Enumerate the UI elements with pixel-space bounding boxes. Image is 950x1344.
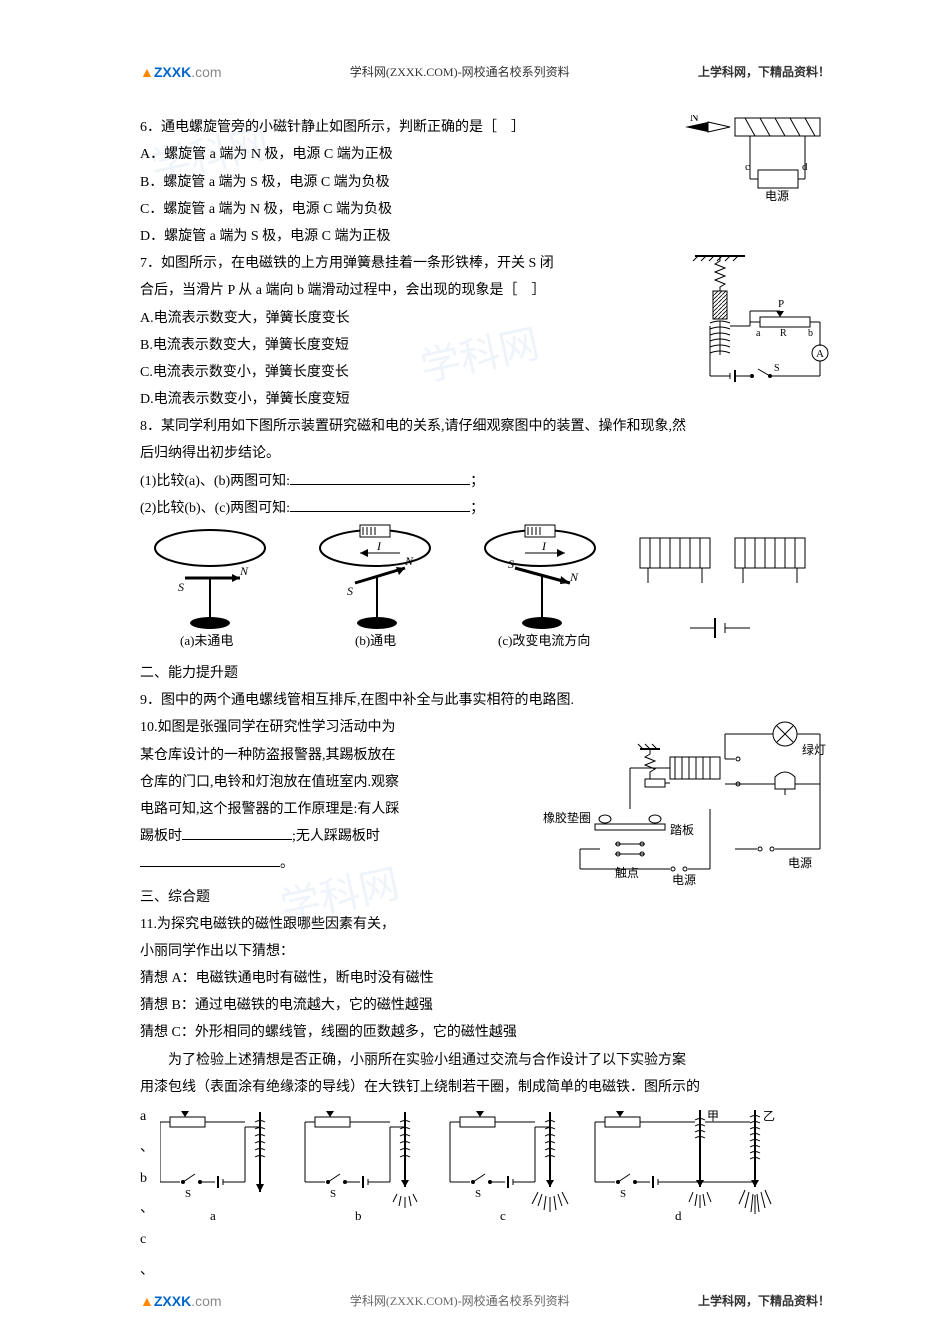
svg-text:S: S <box>475 1188 481 1200</box>
logo-mark: ▲ <box>140 1293 154 1309</box>
svg-text:绿灯: 绿灯 <box>802 742 826 757</box>
svg-text:S: S <box>178 580 184 594</box>
q8-stem-1: 8．某同学利用如下图所示装置研究磁和电的关系,请仔细观察图中的装置、操作和现象,… <box>140 414 830 439</box>
svg-text:甲: 甲 <box>707 1109 719 1123</box>
svg-text:c: c <box>500 1208 506 1223</box>
q6-figure: N a b c d 电源 <box>680 115 830 205</box>
header-center: 学科网(ZXXK.COM)-网校通名校系列资料 <box>350 62 570 84</box>
q10-l5b: ;无人踩踢板时 <box>292 829 380 844</box>
svg-text:−: − <box>353 523 359 526</box>
page-header: ▲ZXXK.com 学科网(ZXXK.COM)-网校通名校系列资料 上学科网，下… <box>140 60 830 85</box>
svg-text:N: N <box>569 570 579 584</box>
svg-text:电源: 电源 <box>765 189 789 203</box>
blank[interactable] <box>290 470 470 485</box>
q8-stem-2: 后归纳得出初步结论。 <box>140 441 830 466</box>
svg-text:S: S <box>774 363 780 374</box>
svg-text:S: S <box>620 1188 626 1200</box>
q11-guess-c: 猜想 C：外形相同的螺线管，线圈的匝数越多，它的磁性越强 <box>140 1020 830 1045</box>
svg-text:触点: 触点 <box>615 866 639 880</box>
svg-text:电源: 电源 <box>672 873 696 887</box>
q9-stem: 9．图中的两个通电螺线管相互排斥,在图中补全与此事实相符的电路图. <box>140 688 830 713</box>
q11-l2: 小丽同学作出以下猜想： <box>140 939 830 964</box>
logo-mark: ▲ <box>140 64 154 80</box>
blank[interactable] <box>290 497 470 512</box>
svg-text:(a)未通电: (a)未通电 <box>180 633 233 648</box>
svg-text:c: c <box>745 161 750 173</box>
q11-guess-a: 猜想 A：电磁铁通电时有磁性，断电时没有磁性 <box>140 966 830 991</box>
q8-p1a: (1)比较(a)、(b)两图可知: <box>140 474 290 489</box>
svg-text:+: + <box>518 523 524 526</box>
svg-text:(b)通电: (b)通电 <box>355 633 396 648</box>
svg-text:踏板: 踏板 <box>670 823 694 837</box>
logo-text: ZXXK <box>154 64 191 80</box>
q8-p2a: (2)比较(b)、(c)两图可知: <box>140 501 290 516</box>
svg-text:N: N <box>404 554 414 568</box>
blank[interactable] <box>182 825 292 840</box>
svg-text:A: A <box>816 348 824 360</box>
svg-text:I: I <box>541 539 547 553</box>
q11-abc-labels: a、b、c、 <box>140 1102 160 1287</box>
q8-figures: S N (a)未通电 − + I <box>140 523 830 653</box>
svg-text:乙: 乙 <box>763 1109 775 1123</box>
svg-text:b: b <box>808 328 813 339</box>
footer-logo: ▲ZXXK.com <box>140 1289 222 1314</box>
svg-text:a: a <box>738 115 743 118</box>
svg-text:b: b <box>815 115 821 118</box>
svg-text:P: P <box>778 298 784 310</box>
q6-opt-d: D．螺旋管 a 端为 S 极，电源 C 端为正极 <box>140 224 830 249</box>
logo-suffix: .com <box>191 1293 221 1309</box>
logo-text: ZXXK <box>154 1293 191 1309</box>
page-footer: ▲ZXXK.com 学科网(ZXXK.COM)-网校通名校系列资料 上学科网，下… <box>140 1289 830 1314</box>
svg-text:a: a <box>210 1208 216 1223</box>
q8-p2b: ； <box>470 501 484 516</box>
svg-text:I: I <box>376 539 382 553</box>
q11-guess-b: 猜想 B：通过电磁铁的电流越大，它的磁性越强 <box>140 993 830 1018</box>
q8-blank-1: (1)比较(a)、(b)两图可知: ； <box>140 469 830 494</box>
q11-l1: 11.为探究电磁铁的磁性跟哪些因素有关， <box>140 912 830 937</box>
svg-text:橡胶垫圈: 橡胶垫圈 <box>543 810 591 825</box>
q11-para2: 用漆包线（表面涂有绝缘漆的导线）在大铁钉上绕制若干圈，制成简单的电磁铁．图所示的 <box>140 1075 830 1100</box>
svg-text:S: S <box>185 1188 191 1200</box>
logo-suffix: .com <box>191 64 221 80</box>
svg-text:S: S <box>330 1188 336 1200</box>
logo: ▲ZXXK.com <box>140 60 222 85</box>
q7-figure: P a R b A S <box>690 251 830 391</box>
svg-text:R: R <box>780 328 787 339</box>
section-2-title: 二、能力提升题 <box>140 661 830 686</box>
svg-text:+: + <box>393 523 399 526</box>
svg-text:N: N <box>239 564 249 578</box>
svg-text:S: S <box>347 584 353 598</box>
q8-p1b: ； <box>470 474 484 489</box>
svg-text:d: d <box>675 1208 682 1223</box>
q10-l5a: 踢板时 <box>140 829 182 844</box>
svg-text:S: S <box>508 557 514 571</box>
svg-text:−: − <box>558 523 564 526</box>
q6-N: N <box>690 115 699 124</box>
footer-center: 学科网(ZXXK.COM)-网校通名校系列资料 <box>350 1291 570 1313</box>
svg-text:a: a <box>756 328 761 339</box>
svg-text:(c)改变电流方向: (c)改变电流方向 <box>498 633 590 648</box>
svg-text:电源: 电源 <box>788 856 812 870</box>
q11-figures-row: a、b、c、 S <box>140 1102 830 1287</box>
q8-blank-2: (2)比较(b)、(c)两图可知: ； <box>140 496 830 521</box>
footer-right: 上学科网，下精品资料！ <box>698 1291 830 1313</box>
q11-figures: S a <box>160 1102 820 1232</box>
q10-l6-text: 。 <box>280 856 294 871</box>
q10-figure: 绿灯 <box>540 719 830 899</box>
blank[interactable] <box>140 852 280 867</box>
svg-text:b: b <box>355 1208 362 1223</box>
header-right: 上学科网，下精品资料！ <box>698 62 830 84</box>
q11-para1: 为了检验上述猜想是否正确，小丽所在实验小组通过交流与合作设计了以下实验方案 <box>140 1048 830 1073</box>
